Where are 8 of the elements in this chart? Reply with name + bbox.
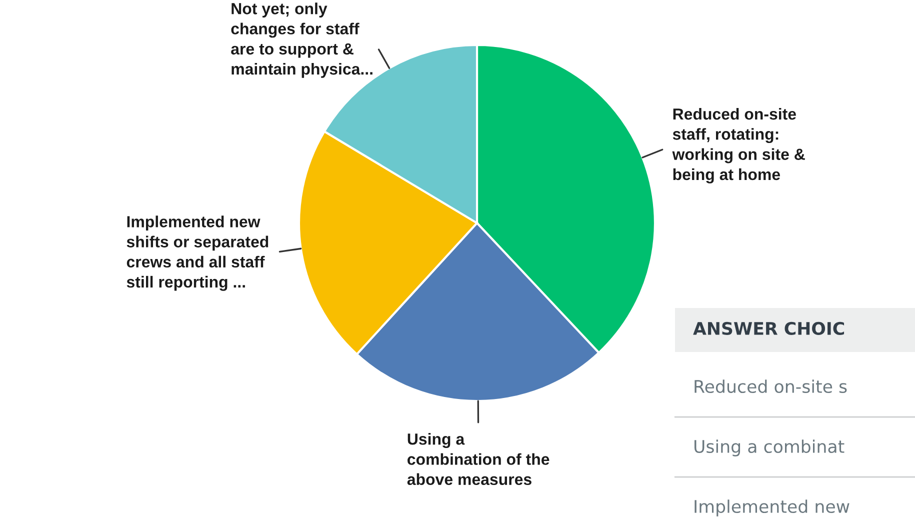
text: ANSWER CHOIC bbox=[693, 322, 844, 336]
text: Implemented new bbox=[694, 500, 850, 516]
text: Using a combinat bbox=[694, 440, 844, 456]
slice-label: Not yet; only changes for staff are to support & maintain physica... bbox=[231, 2, 372, 78]
slice-label: Implemented new shifts or separated crews and all staff still reporting ... bbox=[126, 216, 268, 291]
text: Reduced on-site s bbox=[694, 380, 847, 394]
slice-label: Reduced on-site staff, rotating: working on site & being at home bbox=[672, 108, 805, 184]
slice-label: Using a combination of the above measures bbox=[407, 433, 550, 486]
